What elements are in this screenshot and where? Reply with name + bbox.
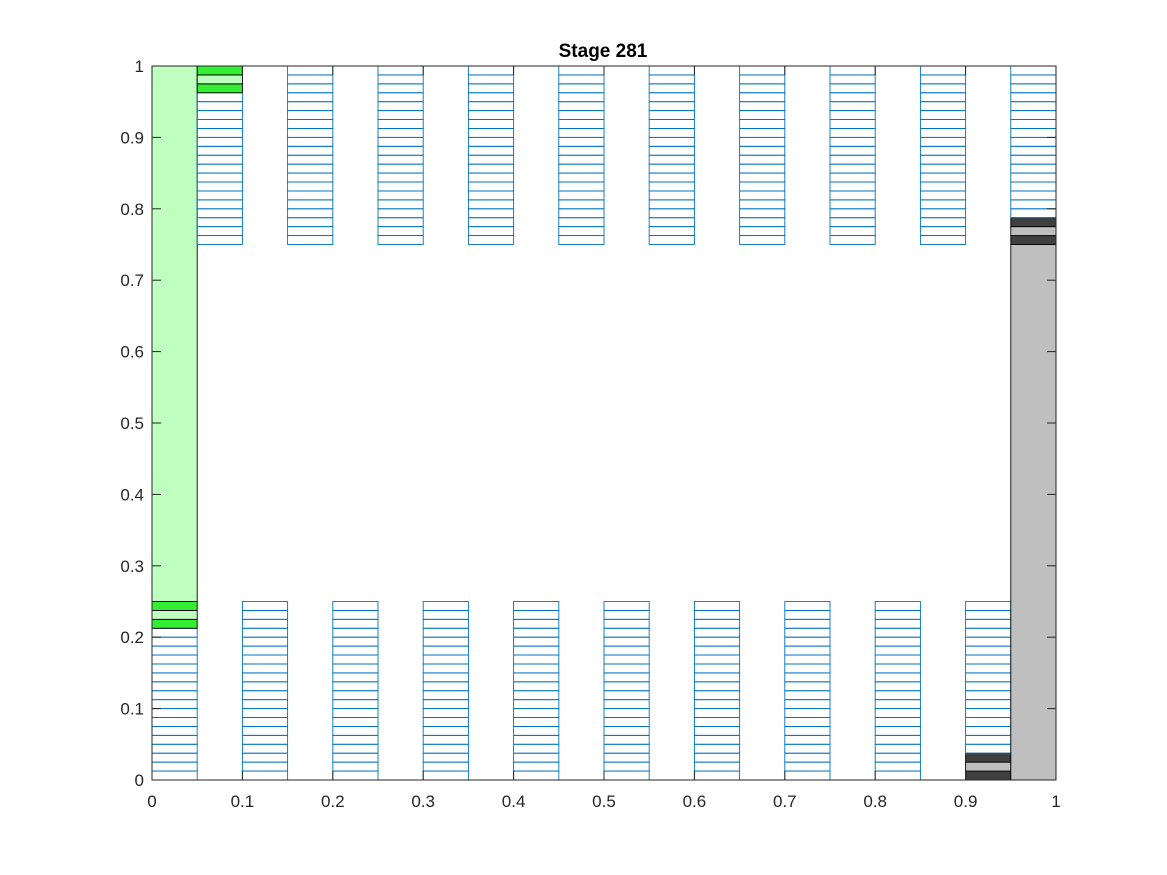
bar-column <box>196 65 243 245</box>
bar-column <box>558 65 605 245</box>
bar-column <box>377 65 424 245</box>
x-tick-label: 0.4 <box>502 792 526 811</box>
x-tick-label: 1 <box>1051 792 1060 811</box>
x-tick-label: 0.5 <box>592 792 616 811</box>
x-tick-label: 0.3 <box>411 792 435 811</box>
bar-column <box>603 601 650 781</box>
bar-segment <box>603 601 650 611</box>
bar-segment <box>965 761 1012 772</box>
plot-area <box>151 65 1057 781</box>
bar-segment <box>965 770 1012 781</box>
bar-segment <box>784 601 831 611</box>
x-tick-label: 0.6 <box>683 792 707 811</box>
y-tick-label: 0.2 <box>120 628 144 647</box>
bar-segment <box>1010 235 1057 245</box>
y-tick-label: 0.4 <box>120 485 144 504</box>
bar-segment <box>513 601 560 611</box>
bar-column <box>648 65 695 245</box>
bar-segment <box>693 601 741 611</box>
x-tick-label: 0.2 <box>321 792 345 811</box>
bar-column <box>241 601 289 781</box>
x-tick-label: 0.8 <box>863 792 887 811</box>
bar-segment <box>1010 226 1057 237</box>
y-tick-label: 0.8 <box>120 200 144 219</box>
bar-column <box>422 601 469 781</box>
bar-column <box>1010 65 1057 781</box>
x-tick-label: 0 <box>147 792 156 811</box>
bar-segment <box>196 83 243 94</box>
bar-column <box>332 601 379 781</box>
y-tick-label: 0.7 <box>120 271 144 290</box>
x-tick-label: 0.1 <box>231 792 255 811</box>
bar-segment <box>241 601 289 611</box>
chart-title: Stage 281 <box>559 41 648 62</box>
bar-segment <box>196 74 243 85</box>
y-tick-label: 0.5 <box>120 414 144 433</box>
bar-column <box>513 601 560 781</box>
bar-column <box>151 65 198 781</box>
bar-segment <box>332 601 379 611</box>
bar-segment <box>151 601 198 611</box>
bar-segment <box>151 65 198 602</box>
bar-column <box>693 601 741 781</box>
bar-segment <box>196 65 243 76</box>
bar-segment <box>422 601 469 611</box>
bar-column <box>287 65 334 245</box>
y-tick-label: 1 <box>135 57 144 76</box>
bar-segment <box>151 618 198 629</box>
bar-segment <box>151 609 198 620</box>
bar-segment <box>1010 244 1057 781</box>
x-tick-label: 0.7 <box>773 792 797 811</box>
bar-column <box>739 65 786 245</box>
bar-segment <box>1010 217 1057 228</box>
bar-column <box>467 65 515 245</box>
y-tick-label: 0.9 <box>120 128 144 147</box>
bar-column <box>874 601 921 781</box>
bar-segment <box>965 752 1012 763</box>
y-tick-label: 0.3 <box>120 557 144 576</box>
bar-segment <box>874 601 921 611</box>
y-tick-label: 0.6 <box>120 343 144 362</box>
axes: 0 0.1 0.2 0.3 0.4 0.5 0.6 0.7 0.8 0.9 1 0 0.1 0.2 0.3 0… <box>120 57 1060 811</box>
bar-column <box>919 65 967 245</box>
x-tick-label: 0.9 <box>954 792 978 811</box>
bar-column <box>784 601 831 781</box>
bar-column <box>829 65 876 245</box>
y-tick-label: 0.1 <box>120 700 144 719</box>
y-tick-label: 0 <box>135 771 144 790</box>
bar-column <box>965 601 1012 781</box>
